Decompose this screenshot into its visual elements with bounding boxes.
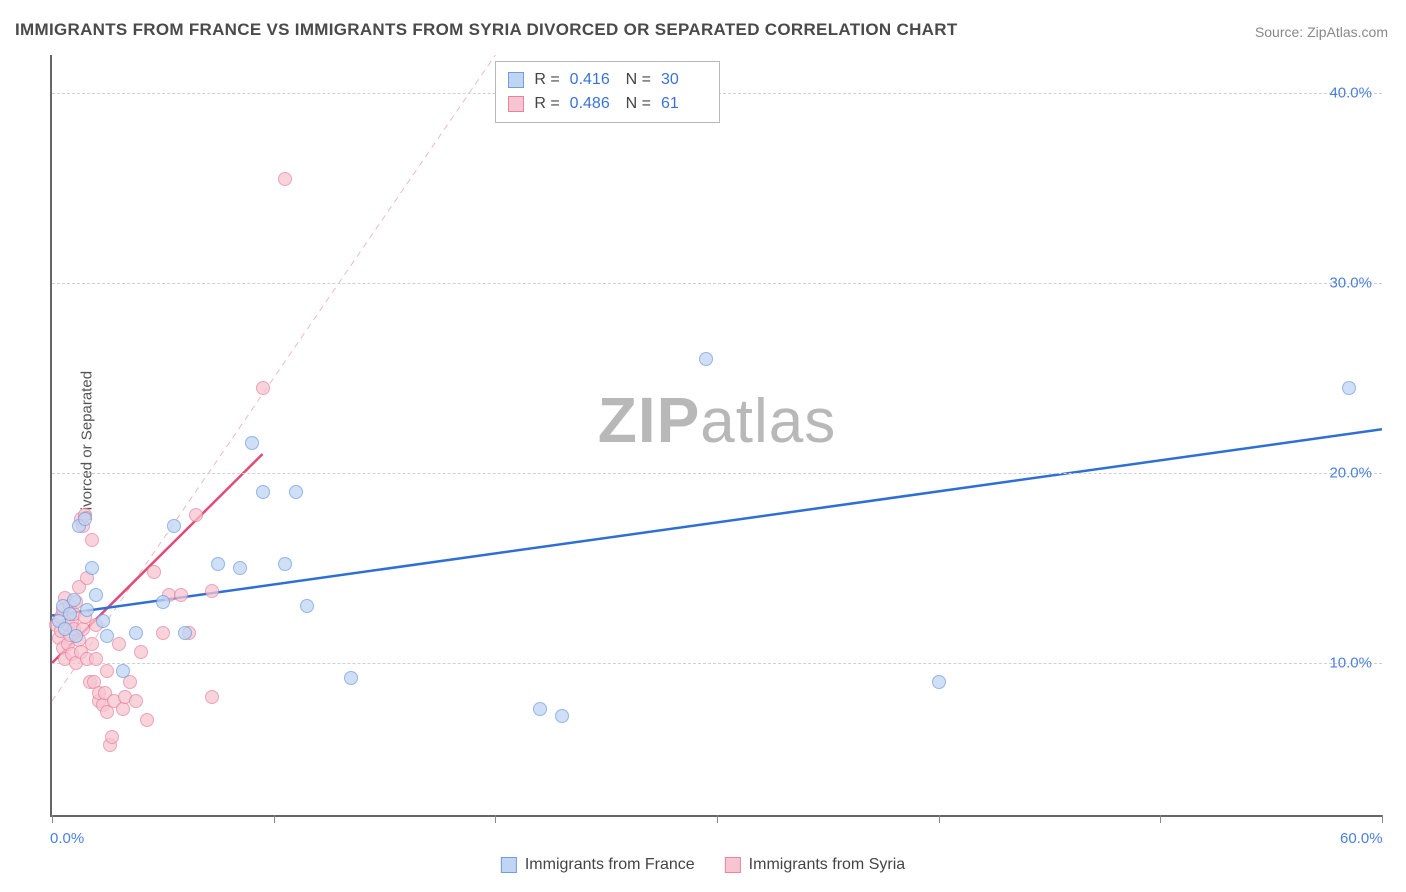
watermark: ZIPatlas [598,383,837,457]
data-point-france [85,561,99,575]
data-point-syria [140,713,154,727]
data-point-syria [278,172,292,186]
data-point-france [555,709,569,723]
y-tick-label: 10.0% [1329,655,1372,672]
bottom-legend: Immigrants from France Immigrants from Sy… [501,856,905,874]
data-point-france [178,626,192,640]
stat-r-value: 0.486 [570,92,616,116]
x-tick-mark [274,815,275,823]
data-point-france [245,436,259,450]
data-point-syria [129,694,143,708]
data-point-france [699,352,713,366]
gridline [52,663,1382,664]
legend-swatch [725,857,741,873]
data-point-france [211,557,225,571]
y-tick-label: 30.0% [1329,275,1372,292]
data-point-france [69,629,83,643]
data-point-syria [89,652,103,666]
data-point-syria [85,637,99,651]
data-point-syria [134,645,148,659]
x-tick-mark [939,815,940,823]
data-point-france [89,588,103,602]
chart-container: IMMIGRANTS FROM FRANCE VS IMMIGRANTS FRO… [0,0,1406,892]
bottom-legend-item: Immigrants from Syria [725,856,905,874]
gridline [52,473,1382,474]
data-point-france [932,675,946,689]
data-point-france [167,519,181,533]
data-point-france [344,671,358,685]
legend-swatch [501,857,517,873]
data-point-france [80,603,94,617]
data-point-syria [256,381,270,395]
x-tick-mark [717,815,718,823]
chart-title: IMMIGRANTS FROM FRANCE VS IMMIGRANTS FRO… [15,20,958,40]
legend-swatch [508,96,524,112]
data-point-france [67,593,81,607]
stats-legend: R =0.416N =30R =0.486N =61 [495,61,720,123]
source-label: Source: ZipAtlas.com [1255,24,1388,40]
x-tick-mark [495,815,496,823]
data-point-france [96,614,110,628]
stats-legend-row: R =0.416N =30 [508,68,707,92]
data-point-france [278,557,292,571]
data-point-france [300,599,314,613]
data-point-syria [156,626,170,640]
data-point-syria [174,588,188,602]
stat-n-value: 30 [661,68,707,92]
legend-label: Immigrants from France [525,856,695,874]
stat-n-value: 61 [661,92,707,116]
regression-line [52,429,1382,615]
data-point-france [1342,381,1356,395]
data-point-france [129,626,143,640]
data-point-france [533,702,547,716]
x-tick-mark [1160,815,1161,823]
data-point-france [233,561,247,575]
data-point-syria [105,730,119,744]
data-point-france [256,485,270,499]
stat-r-value: 0.416 [570,68,616,92]
data-point-syria [205,690,219,704]
bottom-legend-item: Immigrants from France [501,856,695,874]
legend-label: Immigrants from Syria [749,856,905,874]
regression-line [52,55,495,701]
stats-legend-row: R =0.486N =61 [508,92,707,116]
data-point-france [156,595,170,609]
x-tick-mark [1382,815,1383,823]
gridline [52,283,1382,284]
data-point-france [78,512,92,526]
data-point-syria [100,664,114,678]
x-tick-label: 60.0% [1340,830,1383,847]
data-point-france [100,629,114,643]
data-point-france [63,607,77,621]
data-point-france [116,664,130,678]
data-point-france [289,485,303,499]
y-tick-label: 20.0% [1329,465,1372,482]
data-point-syria [85,533,99,547]
plot-area: ZIPatlas 10.0% 20.0% 30.0% 40.0% R =0.416N =… [50,55,1382,817]
x-tick-label: 0.0% [50,830,84,847]
y-tick-label: 40.0% [1329,85,1372,102]
data-point-syria [189,508,203,522]
data-point-syria [205,584,219,598]
data-point-syria [147,565,161,579]
legend-swatch [508,72,524,88]
x-tick-mark [52,815,53,823]
